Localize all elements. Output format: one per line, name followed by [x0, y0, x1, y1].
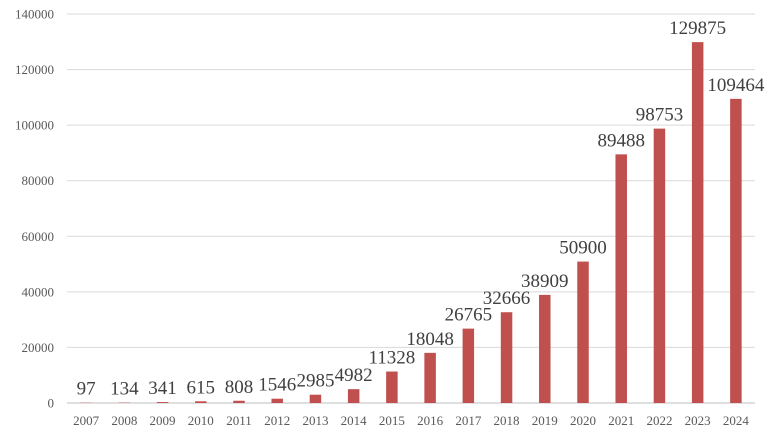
bar-2017	[462, 328, 475, 403]
data-label-2014: 4982	[335, 365, 373, 386]
data-label-2007: 97	[77, 379, 96, 400]
y-tick-label: 60000	[22, 229, 55, 244]
x-tick-label: 2010	[188, 413, 214, 428]
x-tick-label: 2015	[379, 413, 405, 428]
data-label-2010: 615	[187, 377, 216, 398]
y-tick-label: 120000	[15, 62, 54, 77]
x-tick-label: 2023	[685, 413, 711, 428]
data-label-2024: 109464	[707, 75, 765, 96]
data-label-2021: 89488	[597, 130, 645, 151]
bar-2020	[577, 261, 589, 403]
data-label-2011: 808	[225, 377, 254, 398]
x-tick-label: 2021	[608, 413, 634, 428]
data-label-2012: 1546	[258, 375, 296, 396]
data-label-2016: 18048	[406, 329, 454, 350]
x-tick-label: 2024	[723, 413, 750, 428]
bar-2015	[386, 371, 398, 403]
y-tick-label: 140000	[15, 7, 54, 22]
x-tick-label: 2018	[494, 413, 520, 428]
data-label-2017: 26765	[445, 305, 493, 326]
bar-2021	[615, 154, 627, 403]
x-tick-label: 2016	[417, 413, 444, 428]
data-label-2022: 98753	[636, 105, 684, 126]
y-tick-label: 40000	[22, 284, 55, 299]
bar-2014	[347, 389, 360, 403]
y-axis-ticks: 0 20000 40000 60000 80000 100000 120000 140000	[15, 7, 54, 411]
x-axis-ticks: 2007 2008 2009 2010 2011 2012 2013 2014 2015 2016…	[73, 413, 749, 428]
bar-2024	[730, 98, 742, 403]
bar-2013	[309, 394, 322, 403]
bar-2022	[653, 128, 666, 404]
data-label-2008: 134	[110, 379, 139, 400]
bar-2012	[271, 398, 283, 403]
x-tick-label: 2017	[455, 413, 482, 428]
x-tick-label: 2007	[73, 413, 100, 428]
data-label-2020: 50900	[559, 238, 607, 259]
x-tick-label: 2008	[111, 413, 137, 428]
bar-2019	[539, 294, 551, 403]
x-tick-label: 2020	[570, 413, 596, 428]
bar-2023	[691, 42, 704, 404]
bar-2016	[424, 352, 436, 403]
x-tick-label: 2013	[302, 413, 328, 428]
x-tick-label: 2011	[226, 413, 252, 428]
data-label-2009: 341	[148, 378, 177, 399]
x-tick-label: 2009	[150, 413, 176, 428]
bar-2010	[195, 401, 207, 403]
bar-2011	[233, 400, 245, 403]
y-tick-label: 0	[48, 396, 55, 411]
y-tick-label: 80000	[22, 173, 55, 188]
x-tick-label: 2019	[532, 413, 558, 428]
data-label-2019: 38909	[521, 271, 569, 292]
bar-2018	[500, 312, 513, 403]
data-label-2015: 11328	[368, 348, 415, 369]
data-label-2023: 129875	[669, 18, 726, 39]
x-tick-label: 2012	[264, 413, 290, 428]
y-tick-label: 20000	[22, 340, 55, 355]
bars	[80, 42, 742, 404]
gridlines	[67, 13, 755, 404]
data-label-2018: 32666	[483, 288, 531, 309]
x-tick-label: 2014	[341, 413, 368, 428]
bar-2009	[156, 402, 169, 403]
data-label-2013: 2985	[296, 371, 334, 392]
x-tick-label: 2022	[646, 413, 672, 428]
y-tick-label: 100000	[15, 118, 54, 133]
